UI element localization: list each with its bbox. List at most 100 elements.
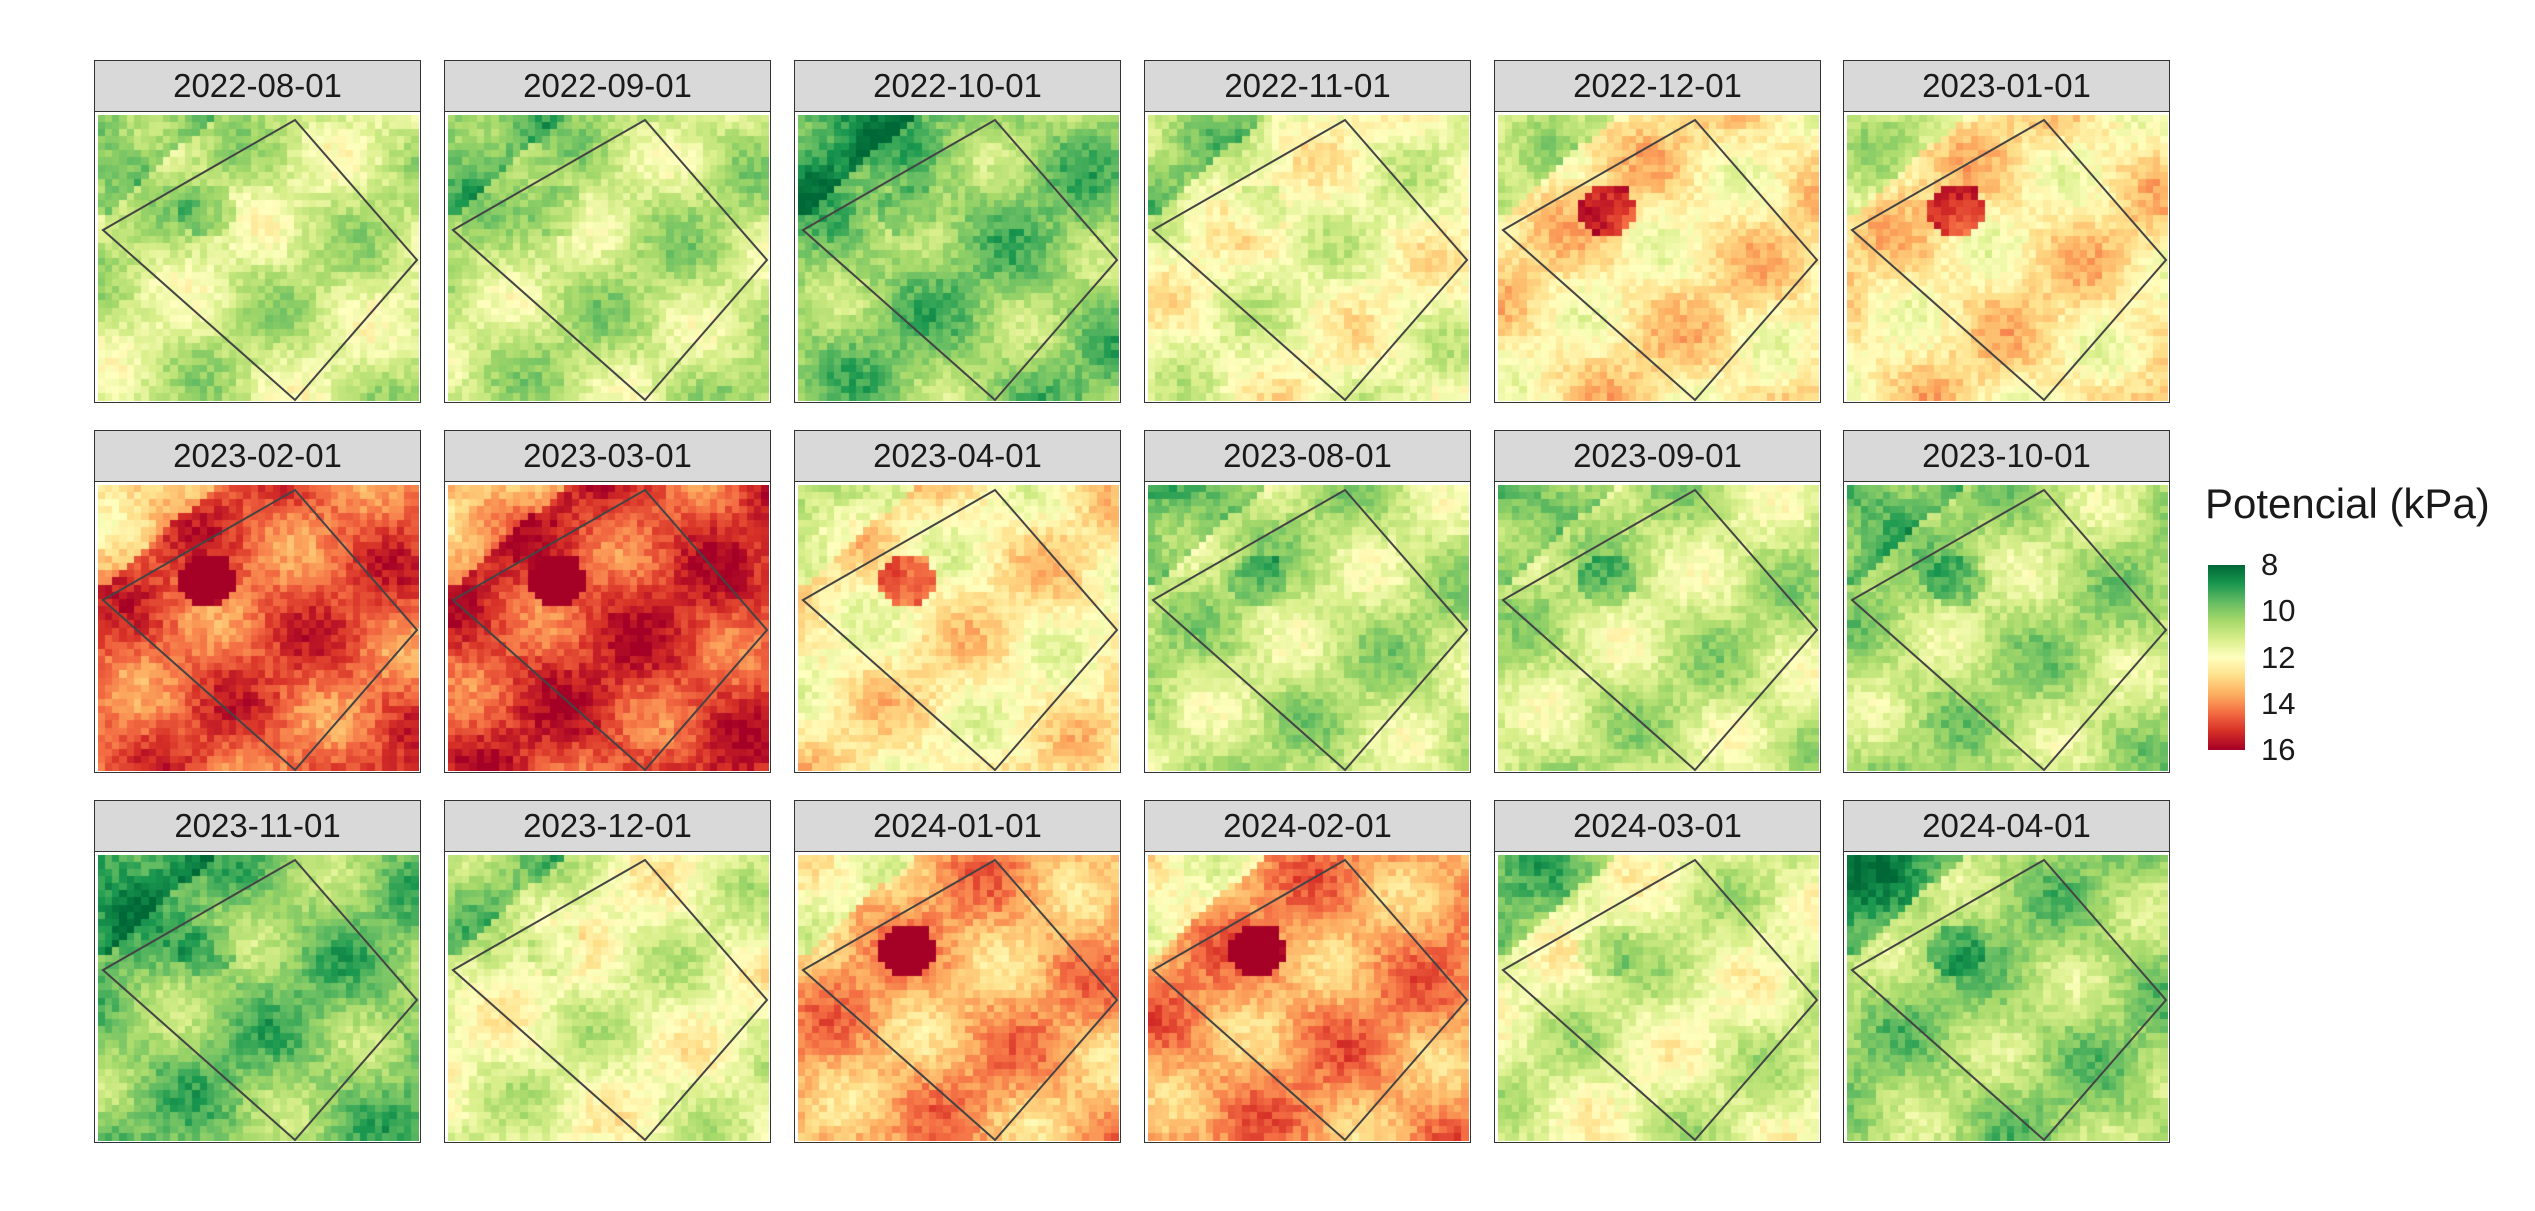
- facet-panel: 2023-08-01: [1144, 430, 1471, 773]
- facet-panel: 2023-09-01: [1494, 430, 1821, 773]
- facet-panel: 2023-12-01: [444, 800, 771, 1143]
- field-boundary-polygon: [101, 488, 419, 772]
- legend-tick-label: 16: [2261, 732, 2296, 767]
- facet-strip-label: 2024-01-01: [794, 800, 1121, 852]
- field-boundary-polygon: [451, 858, 769, 1142]
- field-boundary-overlay: [1501, 118, 1819, 402]
- legend-tick-label: 12: [2261, 639, 2296, 675]
- field-boundary-polygon: [801, 488, 1119, 772]
- field-boundary-polygon: [1501, 858, 1819, 1142]
- facet-plot-area: [794, 851, 1121, 1143]
- facet-strip-label: 2022-11-01: [1144, 60, 1471, 112]
- facet-strip-label: 2023-09-01: [1494, 430, 1821, 482]
- legend-tick-label: 14: [2261, 685, 2296, 721]
- facet-panel: 2022-12-01: [1494, 60, 1821, 403]
- facet-plot-area: [1144, 481, 1471, 773]
- facet-panel: 2022-08-01: [94, 60, 421, 403]
- legend-colorbar: [2208, 565, 2245, 750]
- facet-plot-area: [1843, 481, 2170, 773]
- facet-strip-label: 2024-02-01: [1144, 800, 1471, 852]
- raster-heatmap: [798, 485, 1119, 771]
- raster-heatmap: [1847, 485, 2168, 771]
- field-boundary-polygon: [451, 488, 769, 772]
- raster-heatmap: [1847, 115, 2168, 401]
- field-boundary-polygon: [1151, 488, 1469, 772]
- field-boundary-overlay: [1850, 858, 2168, 1142]
- field-boundary-polygon: [1151, 118, 1469, 402]
- facet-plot-area: [1494, 851, 1821, 1143]
- facet-strip-label: 2023-10-01: [1843, 430, 2170, 482]
- field-boundary-polygon: [1501, 118, 1819, 402]
- facet-panel: 2024-04-01: [1843, 800, 2170, 1143]
- field-boundary-polygon: [801, 118, 1119, 402]
- facet-plot-area: [444, 851, 771, 1143]
- facet-plot-area: [794, 481, 1121, 773]
- facet-panel: 2022-09-01: [444, 60, 771, 403]
- facet-strip-label: 2023-02-01: [94, 430, 421, 482]
- raster-heatmap: [1498, 485, 1819, 771]
- facet-strip-label: 2023-11-01: [94, 800, 421, 852]
- legend-tick-label: 10: [2261, 593, 2296, 629]
- field-boundary-polygon: [1501, 488, 1819, 772]
- field-boundary-polygon: [1850, 118, 2168, 402]
- facet-panel: 2023-10-01: [1843, 430, 2170, 773]
- field-boundary-polygon: [101, 118, 419, 402]
- field-boundary-polygon: [451, 118, 769, 402]
- facet-strip-label: 2023-04-01: [794, 430, 1121, 482]
- facet-plot-area: [444, 111, 771, 403]
- field-boundary-overlay: [1501, 488, 1819, 772]
- facet-strip-label: 2024-03-01: [1494, 800, 1821, 852]
- field-boundary-overlay: [1501, 858, 1819, 1142]
- field-boundary-overlay: [801, 118, 1119, 402]
- field-boundary-overlay: [101, 858, 419, 1142]
- field-boundary-overlay: [1850, 118, 2168, 402]
- facet-plot-area: [1843, 111, 2170, 403]
- facet-plot-area: [1144, 111, 1471, 403]
- facet-plot-area: [94, 851, 421, 1143]
- facet-panel: 2023-11-01: [94, 800, 421, 1143]
- facet-plot-area: [1843, 851, 2170, 1143]
- facet-plot-area: [1494, 481, 1821, 773]
- facet-panel: 2023-02-01: [94, 430, 421, 773]
- field-boundary-polygon: [1151, 858, 1469, 1142]
- raster-heatmap: [98, 115, 419, 401]
- raster-heatmap: [448, 855, 769, 1141]
- facet-strip-label: 2023-08-01: [1144, 430, 1471, 482]
- facet-strip-label: 2022-12-01: [1494, 60, 1821, 112]
- raster-heatmap: [1498, 855, 1819, 1141]
- field-boundary-overlay: [801, 858, 1119, 1142]
- facet-panel: 2023-03-01: [444, 430, 771, 773]
- field-boundary-overlay: [801, 488, 1119, 772]
- facet-strip-label: 2022-09-01: [444, 60, 771, 112]
- facet-panel: 2024-03-01: [1494, 800, 1821, 1143]
- raster-heatmap: [1148, 485, 1469, 771]
- facet-strip-label: 2023-01-01: [1843, 60, 2170, 112]
- raster-heatmap: [798, 855, 1119, 1141]
- raster-heatmap: [98, 855, 419, 1141]
- raster-heatmap: [448, 485, 769, 771]
- facet-strip-label: 2023-12-01: [444, 800, 771, 852]
- field-boundary-overlay: [101, 488, 419, 772]
- raster-heatmap: [1148, 855, 1469, 1141]
- field-boundary-overlay: [1850, 488, 2168, 772]
- facet-strip-label: 2022-08-01: [94, 60, 421, 112]
- raster-heatmap: [1148, 115, 1469, 401]
- raster-heatmap: [798, 115, 1119, 401]
- facet-panel: 2023-01-01: [1843, 60, 2170, 403]
- facet-plot-area: [794, 111, 1121, 403]
- field-boundary-overlay: [451, 858, 769, 1142]
- raster-heatmap: [1847, 855, 2168, 1141]
- legend: Potencial (kPa) 8 10 12 14 16: [2205, 480, 2525, 770]
- field-boundary-overlay: [451, 488, 769, 772]
- facet-plot-area: [444, 481, 771, 773]
- raster-heatmap: [448, 115, 769, 401]
- facet-panel: 2022-10-01: [794, 60, 1121, 403]
- facet-plot-area: [1494, 111, 1821, 403]
- field-boundary-overlay: [451, 118, 769, 402]
- field-boundary-polygon: [1850, 488, 2168, 772]
- facet-strip-label: 2022-10-01: [794, 60, 1121, 112]
- field-boundary-overlay: [1151, 488, 1469, 772]
- field-boundary-overlay: [101, 118, 419, 402]
- facet-panel: 2023-04-01: [794, 430, 1121, 773]
